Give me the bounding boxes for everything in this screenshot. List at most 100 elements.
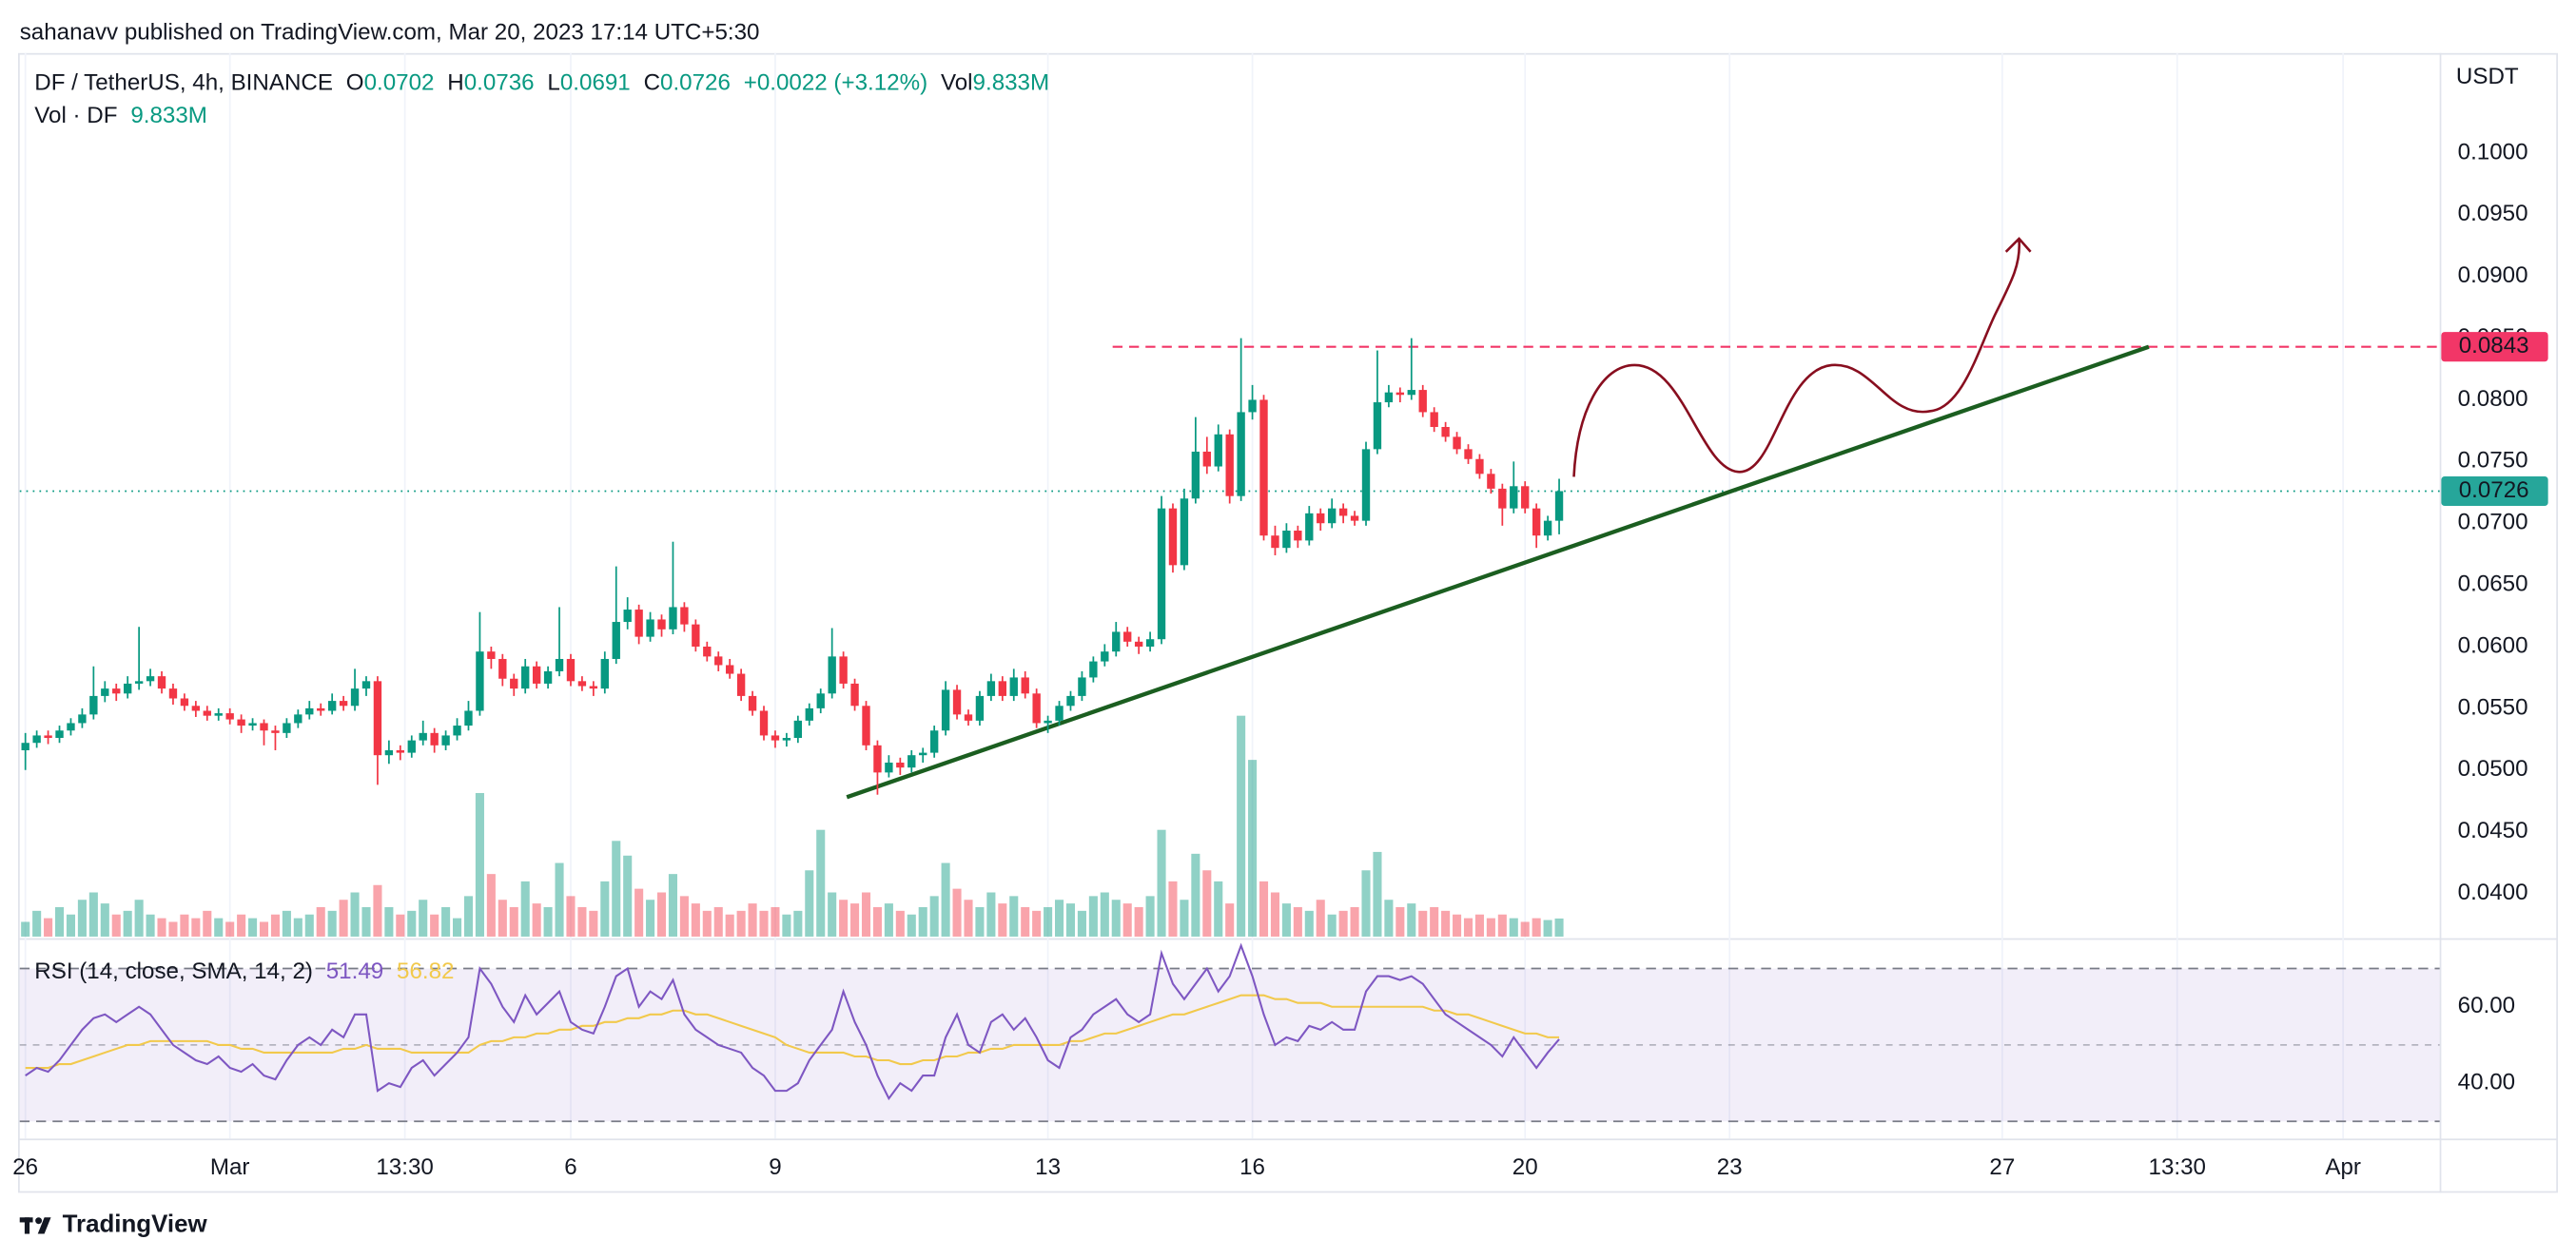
volume-bar [884,903,893,937]
volume-bar [566,896,576,937]
candle-body [862,706,870,746]
legend-c: C [644,70,660,96]
volume-bar [520,881,530,937]
volume-bar [1248,760,1258,937]
y-tick-label: 0.0900 [2458,262,2528,288]
volume-bar [1293,906,1302,937]
volume-bar [929,896,939,937]
candle-body [805,707,813,721]
candle-body [1157,508,1166,640]
candle-body [692,624,700,647]
candle-body [1487,474,1495,489]
volume-bar [1225,903,1235,937]
candle-body [225,713,234,720]
candle-body [1145,639,1155,647]
volume-bar [782,914,791,937]
candle-body [726,665,734,674]
last-price-label: 0.0726 [2459,477,2529,503]
candle-body [1373,402,1382,450]
candle-body [1123,631,1132,642]
candle-body [430,732,439,746]
candle-body [271,730,280,733]
candle-body [1338,508,1348,516]
candle-body [1044,720,1052,724]
volume-bar [1180,900,1189,937]
legend-l: L [547,70,559,96]
candle-body [180,698,189,707]
candle-body [1237,412,1245,496]
volume-bar [952,888,962,937]
last-price-label-box [2441,475,2548,507]
candle-body [907,755,916,768]
x-tick-label: 27 [1989,1154,2015,1180]
volume-bar [1463,918,1473,937]
candle-body [1078,677,1086,696]
candle-body [350,688,360,707]
x-tick-label: 13 [1035,1154,1061,1180]
volume-bar [191,918,201,937]
volume-bar [1486,918,1495,937]
volume-bar [1384,900,1394,937]
candle-body [1248,399,1257,413]
volume-bar [475,792,484,937]
candle-body [543,670,553,684]
candle-body [214,713,223,716]
candle-body [476,651,484,711]
grid [24,52,2345,1139]
candle-body [521,666,530,689]
volume-bar [419,900,428,937]
volume-bar [339,900,348,937]
candle-body [828,656,836,694]
candle-body [1089,661,1098,678]
volume-bar [941,862,950,937]
candle-body [816,693,825,708]
volume-bar [1532,918,1541,937]
legend-vol-value: 9.833M [973,70,1050,96]
candle-body [124,683,132,694]
candle-body [793,720,803,739]
volume-bar [1259,881,1269,937]
candle-body [305,707,314,715]
candle-body [419,732,427,741]
candle-body [112,688,121,694]
volume-bar [88,892,98,937]
candle-body [55,730,64,739]
logo [19,1217,51,1234]
volume-bar [1065,903,1076,937]
volume-bar [100,903,109,937]
volume-bar [32,910,42,937]
candle-body [191,706,201,711]
volume-bar [54,906,65,937]
logo-slash [37,1217,51,1234]
candle-body [748,695,757,711]
candle-body [736,673,746,696]
legend-h-value: 0.0736 [464,70,535,96]
volume-bar [1168,881,1178,937]
volume-bar [1088,896,1098,937]
candle-body [577,681,587,687]
candle-body [964,714,973,721]
axes: 0.0400 0.0450 0.0500 0.0550 0.0600 0.0650 0.07… [12,139,2548,1180]
resistance-label: 0.0843 [2459,333,2529,358]
candle-body [1510,486,1518,509]
candle-body [850,683,859,707]
candle-body [612,622,620,659]
volume-bar [486,874,496,937]
volume-bar [759,910,769,937]
y-tick-label: 0.0550 [2458,694,2528,720]
candle-body [1168,508,1178,566]
volume-bar [1441,910,1451,937]
candle-body [566,658,576,682]
candle-body [646,619,654,637]
volume-bar [555,862,564,937]
volume-bar [918,906,927,937]
volume-bar [600,881,610,937]
volume-bar [1497,914,1507,937]
volume-bar [1474,914,1484,937]
candle-body [396,750,405,753]
candle-body [941,689,950,731]
volume-bar [1361,870,1371,937]
volume-bar [1032,910,1042,937]
